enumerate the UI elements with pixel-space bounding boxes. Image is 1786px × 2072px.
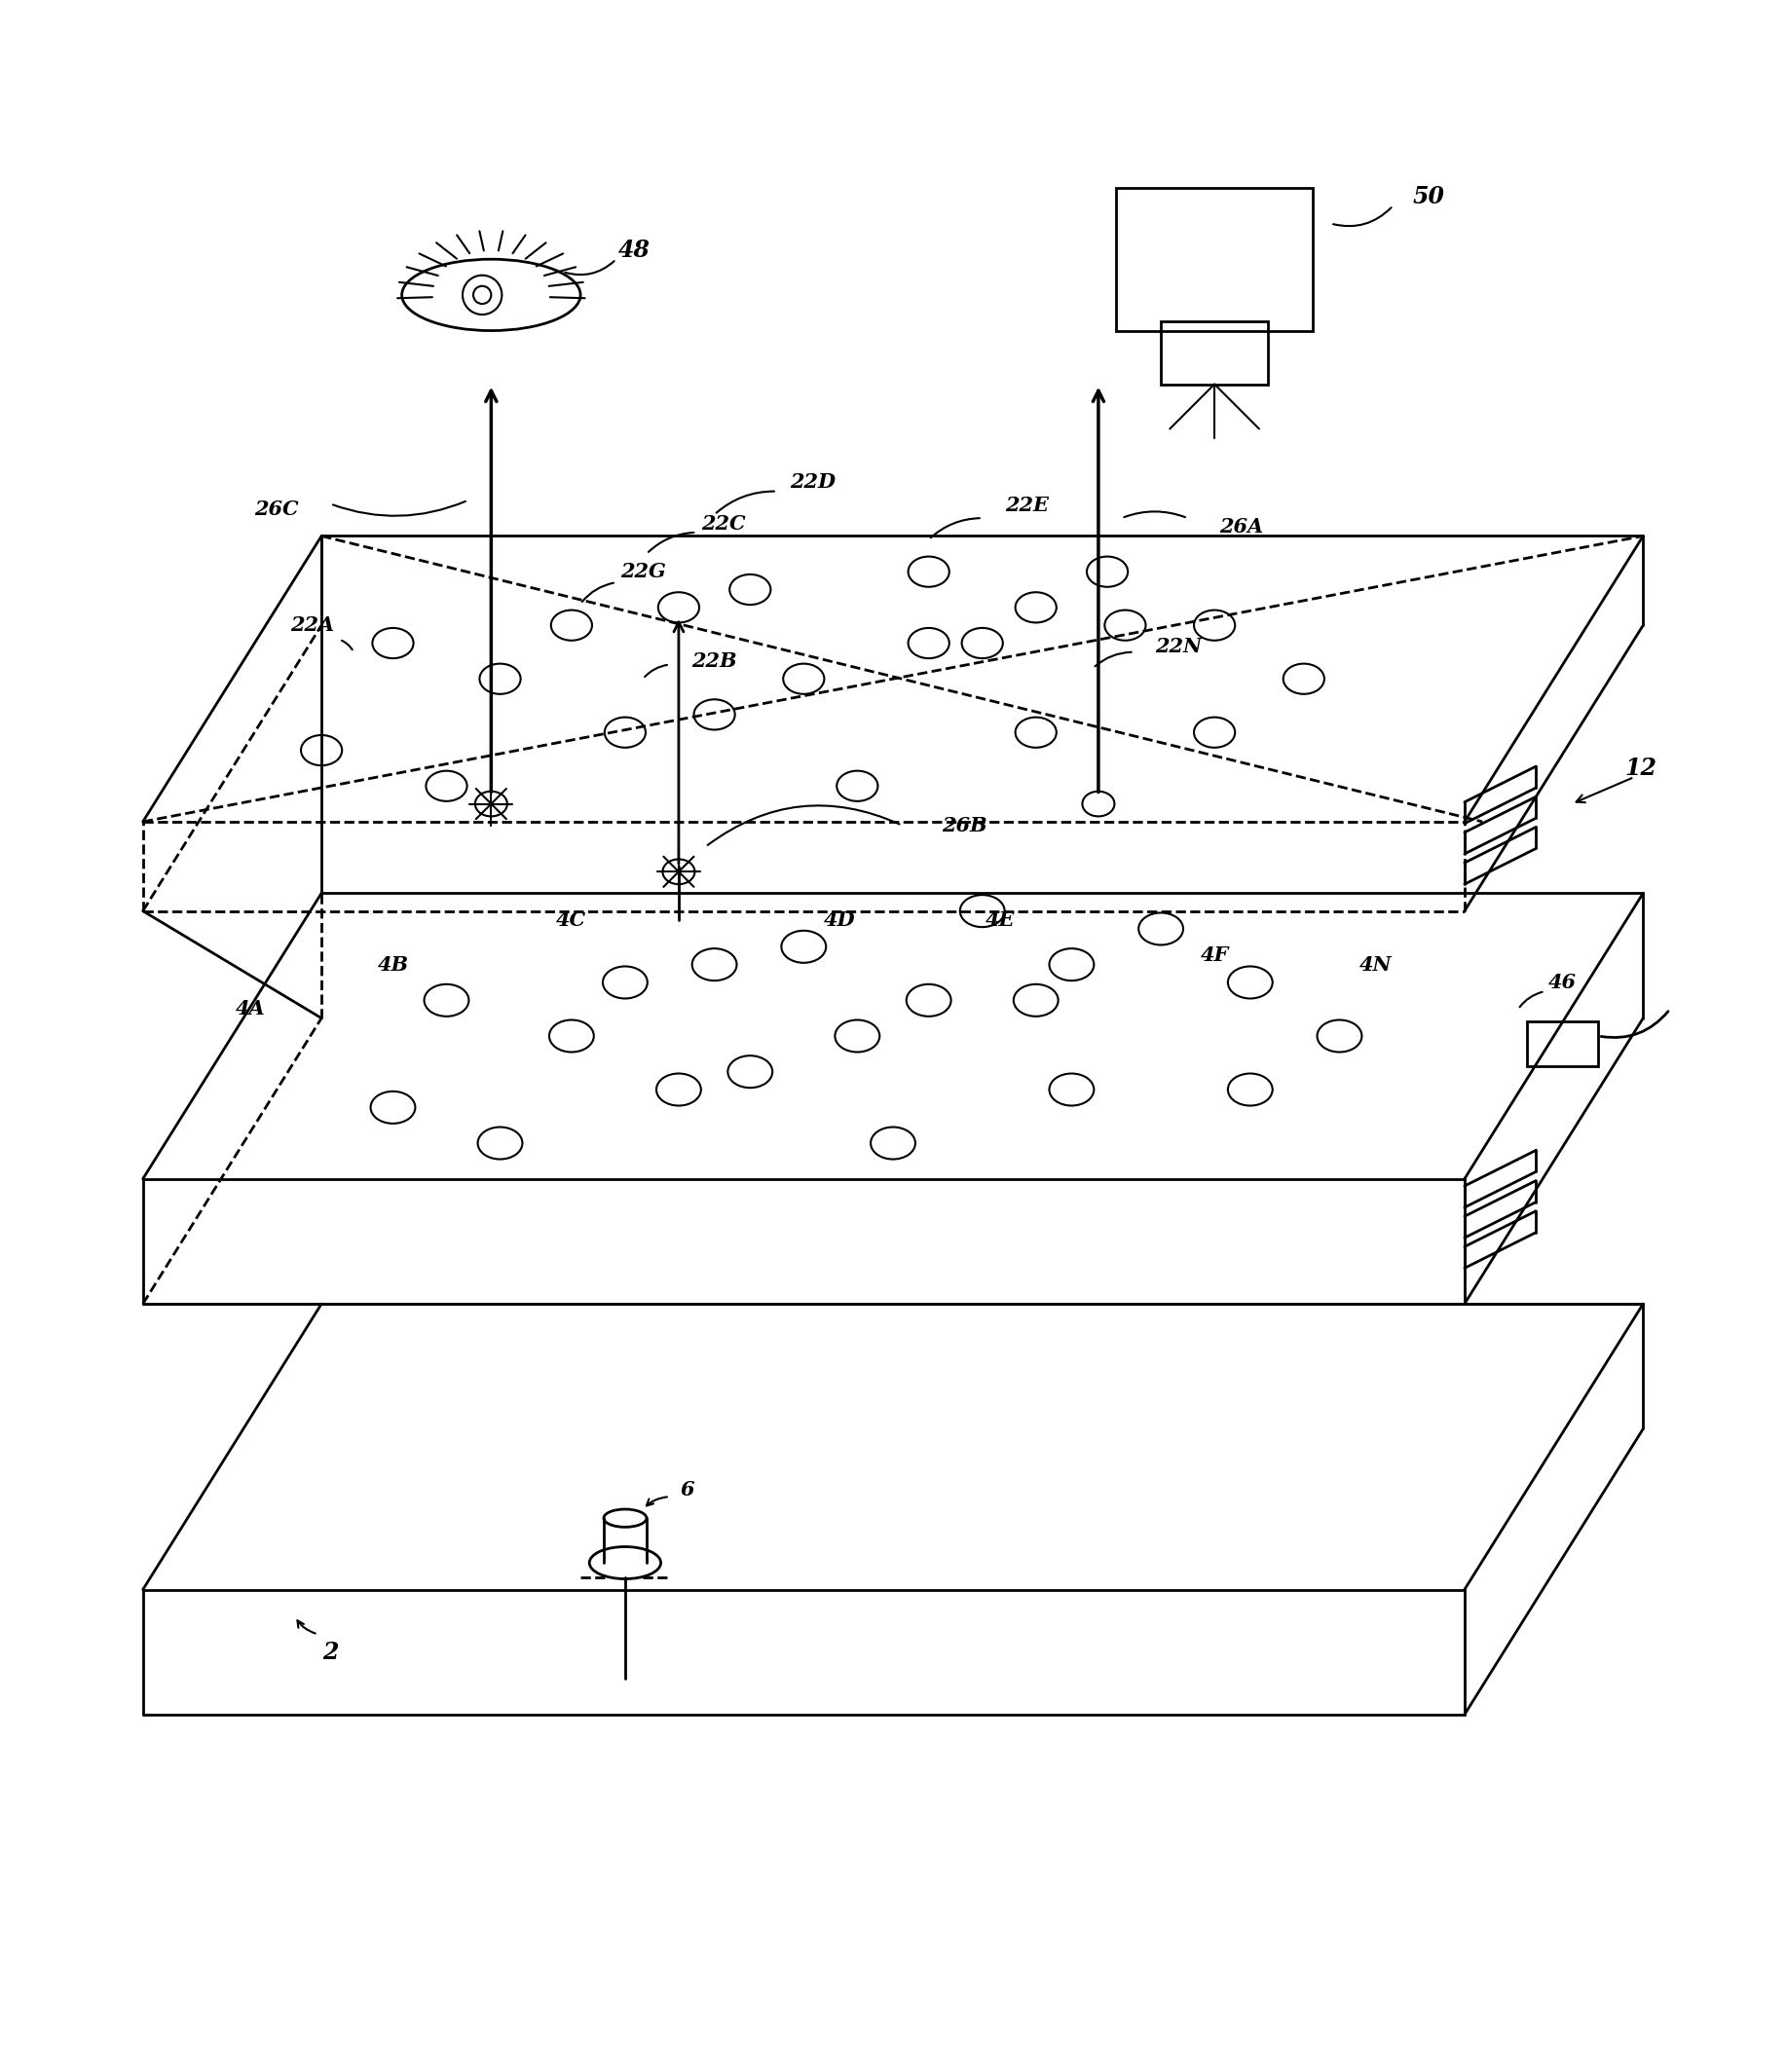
Text: 26C: 26C bbox=[255, 499, 298, 518]
Text: 4E: 4E bbox=[986, 910, 1014, 930]
Text: 22A: 22A bbox=[291, 615, 334, 634]
Text: 22C: 22C bbox=[702, 514, 745, 533]
Text: 2: 2 bbox=[323, 1641, 338, 1664]
Text: 26A: 26A bbox=[1220, 518, 1263, 537]
Text: 22B: 22B bbox=[691, 651, 738, 671]
Text: 12: 12 bbox=[1625, 756, 1657, 779]
Text: 4N: 4N bbox=[1359, 955, 1391, 974]
Text: 26B: 26B bbox=[941, 816, 988, 835]
Text: 6: 6 bbox=[680, 1479, 695, 1500]
Text: 22E: 22E bbox=[1006, 495, 1048, 516]
Text: 48: 48 bbox=[618, 238, 650, 261]
Text: 4A: 4A bbox=[236, 999, 264, 1019]
Text: 22G: 22G bbox=[620, 562, 666, 582]
Text: 4C: 4C bbox=[557, 910, 586, 930]
Text: 4F: 4F bbox=[1200, 947, 1229, 966]
Text: 50: 50 bbox=[1413, 184, 1445, 209]
Ellipse shape bbox=[473, 286, 491, 305]
Text: 46: 46 bbox=[1548, 972, 1577, 992]
Text: 22N: 22N bbox=[1156, 636, 1202, 657]
Text: 22D: 22D bbox=[789, 472, 836, 493]
Text: 4B: 4B bbox=[377, 955, 409, 974]
Text: 4D: 4D bbox=[823, 910, 855, 930]
